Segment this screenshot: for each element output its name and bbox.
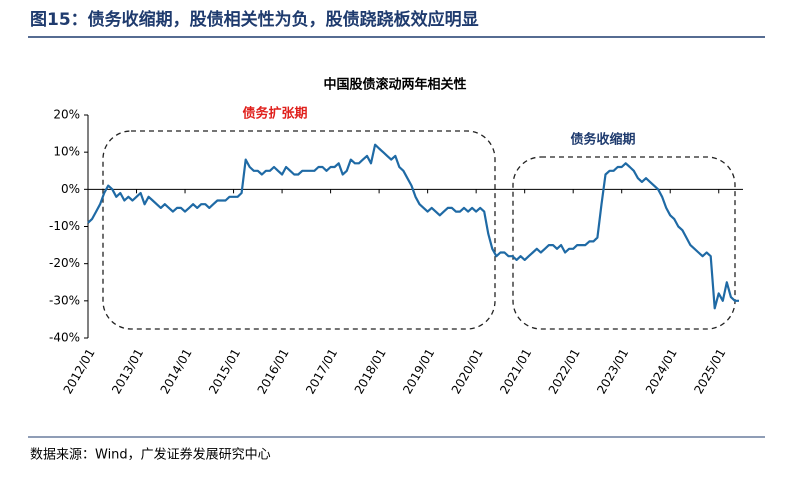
expansion-box bbox=[102, 130, 496, 330]
annotation: 债务扩张期 bbox=[242, 106, 307, 122]
y-tick-label: -20% bbox=[49, 256, 80, 270]
annotation: 债务收缩期 bbox=[570, 132, 635, 148]
header-title: 图15：债务收缩期，股债相关性为负，股债跷跷板效应明显 bbox=[30, 9, 479, 30]
x-tick-label: 2016/01 bbox=[255, 346, 292, 396]
data-line bbox=[87, 143, 739, 310]
y-tick-label: -10% bbox=[49, 219, 80, 233]
x-tick-label: 2020/01 bbox=[449, 346, 486, 396]
chart-title: 中国股债滚动两年相关性 bbox=[323, 77, 466, 93]
y-tick-label: -30% bbox=[49, 293, 80, 307]
x-tick-label: 2012/01 bbox=[61, 346, 98, 396]
contraction-box bbox=[512, 156, 736, 330]
y-tick-label: 20% bbox=[53, 108, 80, 122]
source: 数据来源：Wind，广发证券发展研究中心 bbox=[30, 447, 271, 463]
y-tick-label: 10% bbox=[53, 145, 80, 159]
x-tick-label: 2022/01 bbox=[546, 346, 583, 396]
x-tick-label: 2015/01 bbox=[206, 346, 243, 396]
x-tick-label: 2024/01 bbox=[643, 346, 680, 396]
x-tick-label: 2025/01 bbox=[691, 346, 728, 396]
x-tick-label: 2023/01 bbox=[594, 346, 631, 396]
y-tick-label: -40% bbox=[49, 331, 80, 345]
x-tick-label: 2018/01 bbox=[352, 346, 389, 396]
x-tick-label: 2019/01 bbox=[400, 346, 437, 396]
y-tick-label: 0% bbox=[61, 182, 80, 196]
x-tick-label: 2014/01 bbox=[158, 346, 195, 396]
x-tick-label: 2017/01 bbox=[303, 346, 340, 396]
x-tick-label: 2021/01 bbox=[497, 346, 534, 396]
x-tick-label: 2013/01 bbox=[109, 346, 146, 396]
